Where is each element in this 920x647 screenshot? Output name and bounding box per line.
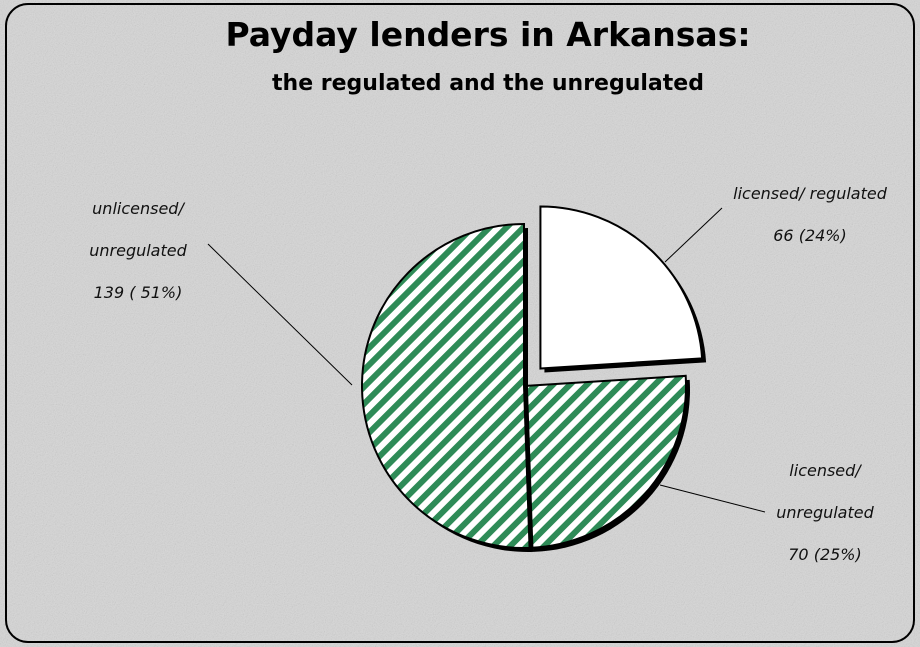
category-label: licensed/ unregulated	[776, 461, 874, 522]
category-label: unlicensed/ unregulated	[89, 199, 187, 260]
category-label: licensed/ regulated	[733, 184, 887, 203]
slice-label: unlicensed/ unregulated 139 ( 51%)	[68, 188, 208, 314]
slice-label: licensed/ regulated 66 (24%)	[700, 173, 920, 257]
value-label: 66 (24%)	[773, 226, 847, 245]
pie	[361, 205, 707, 552]
pie-slice	[539, 205, 704, 370]
slice-label: licensed/ unregulated 70 (25%)	[760, 450, 890, 576]
leader-line	[664, 207, 723, 263]
pie-slice	[522, 374, 687, 549]
frame	[5, 3, 915, 643]
chart-title: Payday lenders in Arkansas:	[225, 15, 750, 54]
leader-line	[659, 484, 766, 513]
value-label: 70 (25%)	[788, 545, 862, 564]
chart-subtitle: the regulated and the unregulated	[272, 71, 704, 96]
pie-slice	[361, 222, 531, 549]
leader-line	[207, 243, 353, 386]
value-label: 139 ( 51%)	[93, 283, 183, 302]
